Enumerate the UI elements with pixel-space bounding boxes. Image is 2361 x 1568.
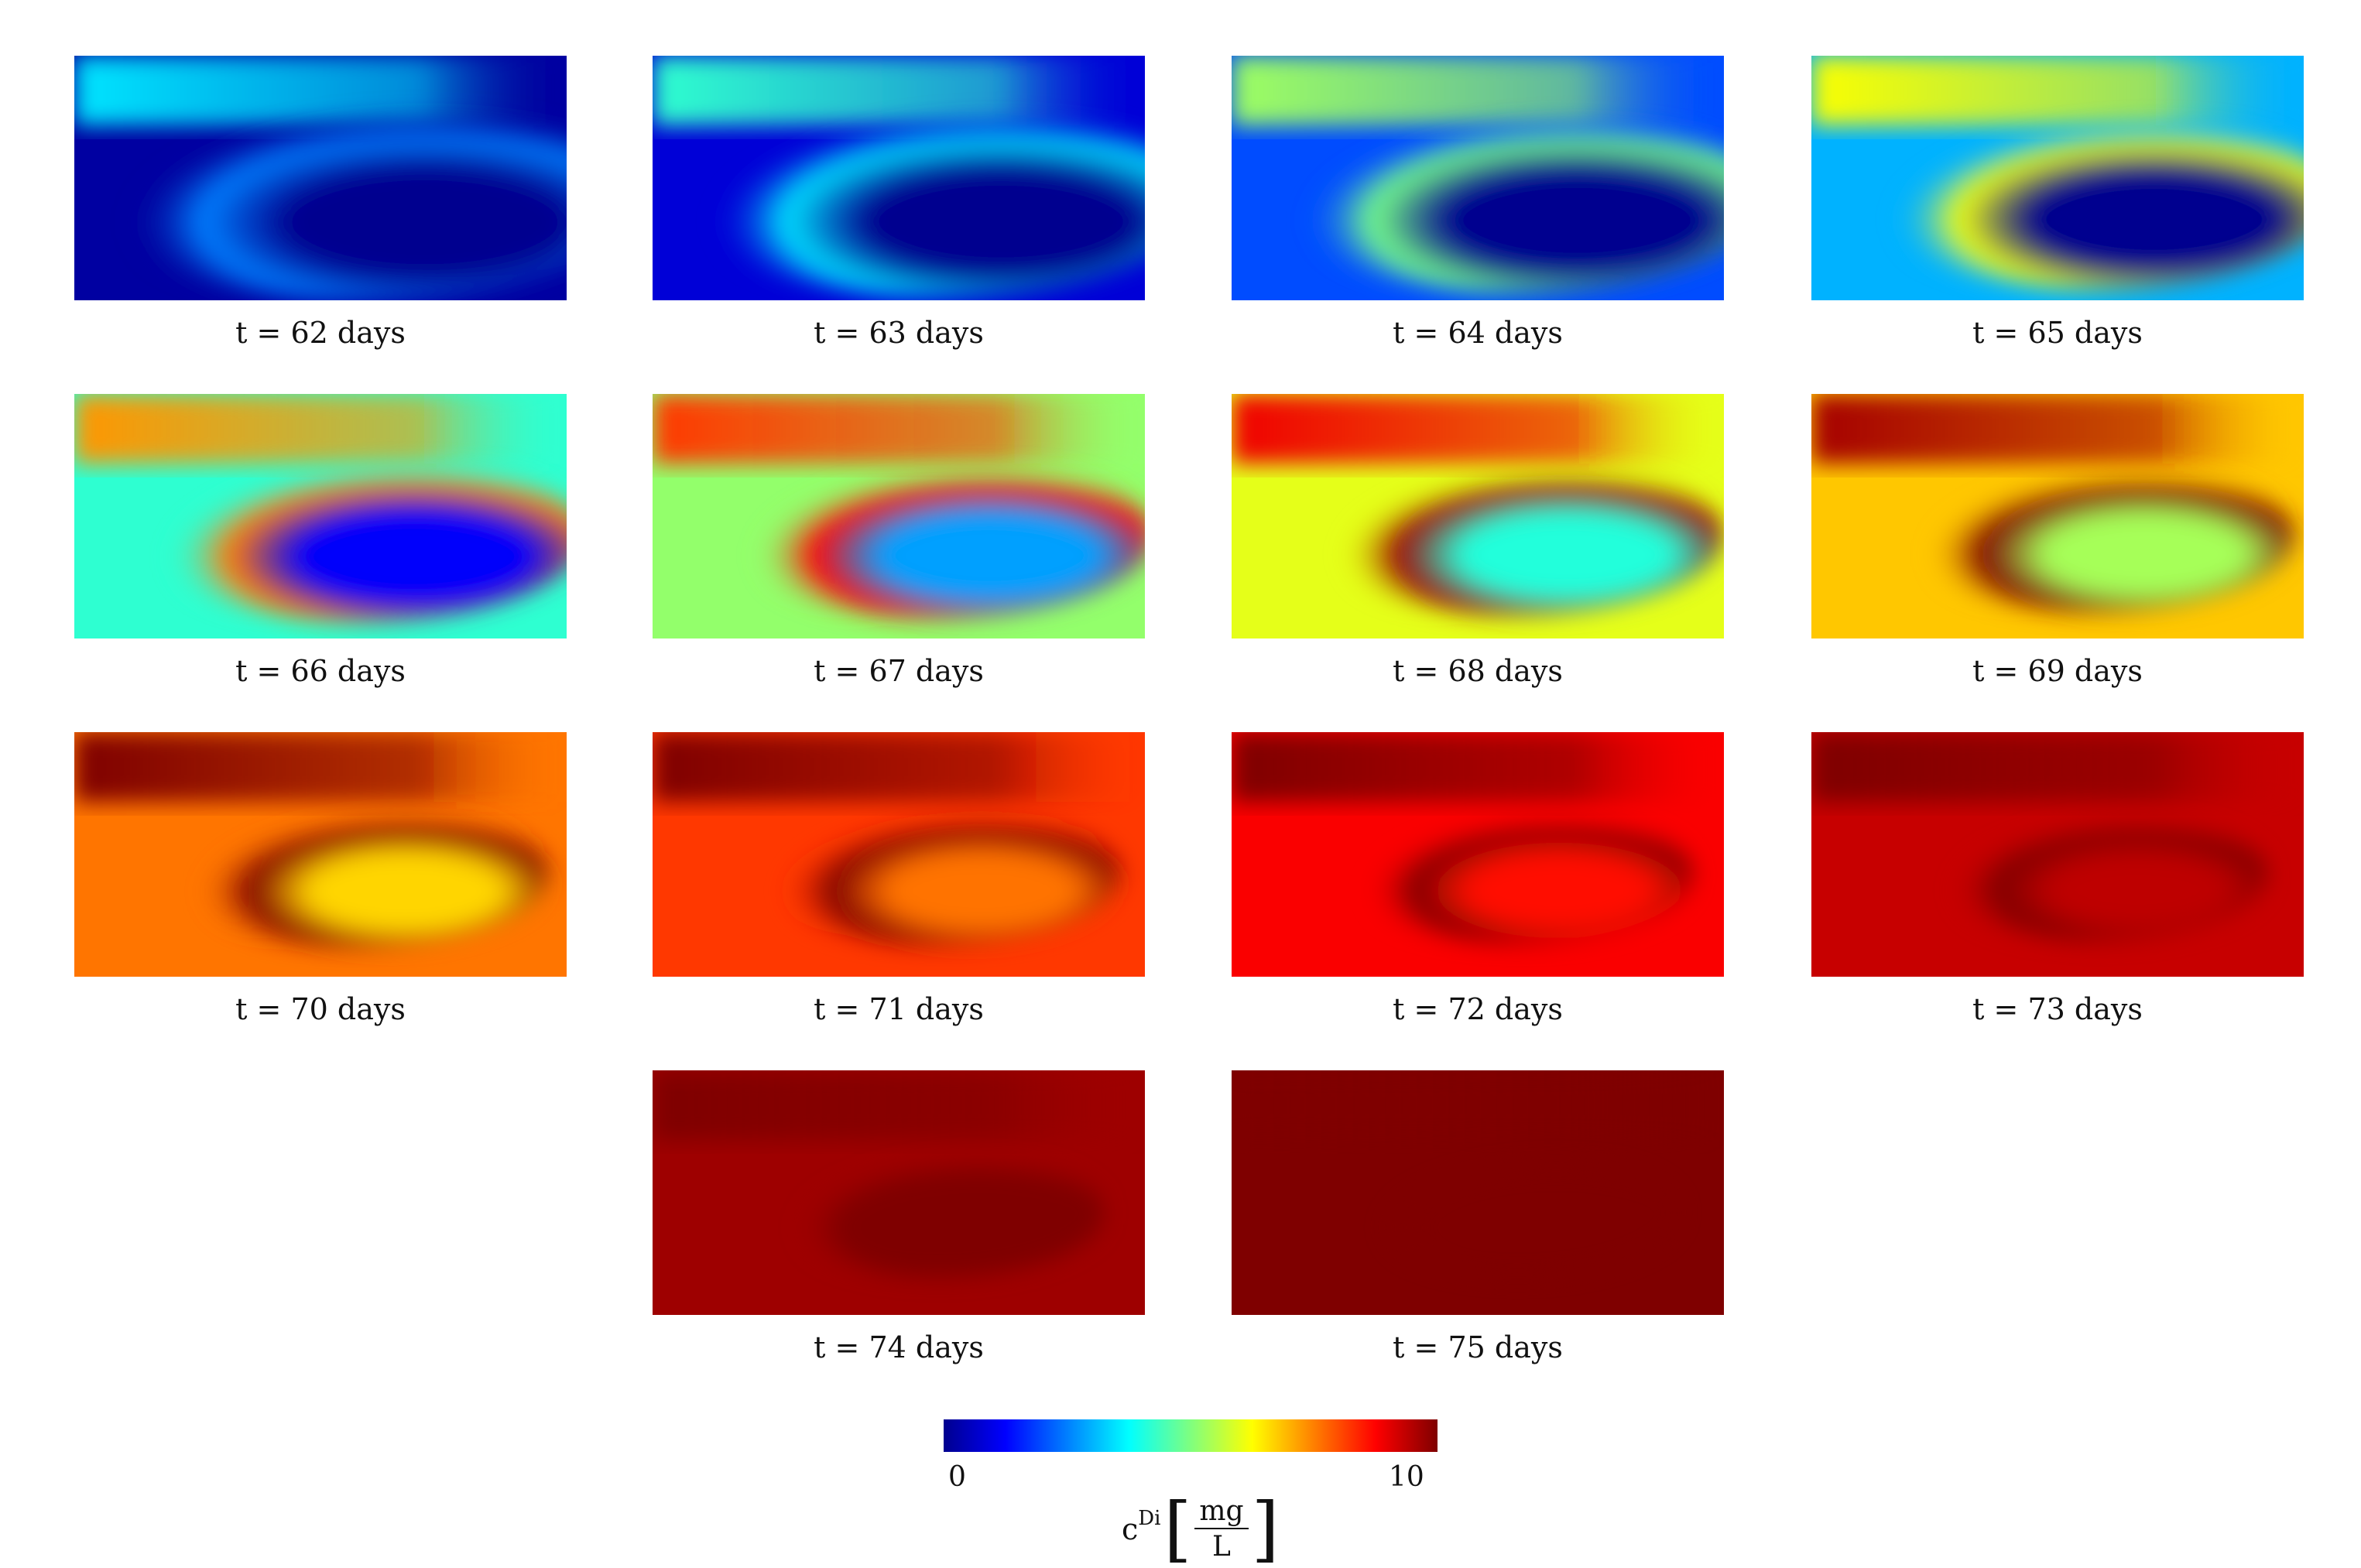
time-caption: t = 75 days bbox=[1393, 1330, 1563, 1364]
colorbar: 0 10 c Di [ mg L ] bbox=[944, 1419, 1439, 1566]
time-caption: t = 62 days bbox=[235, 316, 406, 350]
inflow-band bbox=[1232, 1070, 1724, 1140]
snapshot-panel: t = 67 days bbox=[653, 394, 1145, 688]
inflow-band bbox=[1811, 394, 2304, 464]
low-concentration-core bbox=[1268, 102, 1724, 293]
snapshot-panel: t = 62 days bbox=[74, 56, 567, 350]
snapshot-panel: t = 71 days bbox=[653, 732, 1145, 1026]
low-concentration-core bbox=[1342, 806, 1693, 943]
snapshot-panel: t = 65 days bbox=[1811, 56, 2304, 350]
colorbar-max-label: 10 bbox=[1389, 1461, 1424, 1493]
concentration-field bbox=[1232, 56, 1724, 300]
low-concentration-core bbox=[134, 449, 567, 622]
concentration-field bbox=[74, 732, 567, 977]
concentration-field bbox=[1811, 56, 2304, 300]
concentration-field bbox=[1811, 394, 2304, 638]
low-concentration-core bbox=[1355, 1149, 1680, 1276]
colorbar-gradient bbox=[944, 1419, 1438, 1452]
time-caption: t = 66 days bbox=[235, 654, 406, 688]
concentration-field bbox=[653, 56, 1145, 300]
snapshot-panel: t = 63 days bbox=[653, 56, 1145, 350]
snapshot-panel: t = 66 days bbox=[74, 394, 567, 688]
time-caption: t = 74 days bbox=[814, 1330, 984, 1364]
time-caption: t = 72 days bbox=[1393, 992, 1563, 1026]
colorbar-unit: mg L bbox=[1194, 1497, 1249, 1563]
time-caption: t = 64 days bbox=[1393, 316, 1563, 350]
snapshot-panel: t = 74 days bbox=[653, 1070, 1145, 1364]
concentration-field bbox=[653, 732, 1145, 977]
time-caption: t = 68 days bbox=[1393, 654, 1563, 688]
snapshot-panel: t = 75 days bbox=[1232, 1070, 1724, 1364]
inflow-band bbox=[1232, 394, 1724, 464]
low-concentration-core bbox=[1311, 456, 1723, 615]
snapshot-panel: t = 73 days bbox=[1811, 732, 2304, 1026]
time-caption: t = 65 days bbox=[1972, 316, 2143, 350]
low-concentration-core bbox=[676, 98, 1145, 297]
concentration-field bbox=[74, 394, 567, 638]
time-caption: t = 71 days bbox=[814, 992, 984, 1026]
concentration-field bbox=[1232, 1070, 1724, 1315]
inflow-band bbox=[653, 732, 1145, 802]
inflow-band bbox=[1232, 732, 1724, 802]
colorbar-min-label: 0 bbox=[948, 1461, 966, 1493]
unit-denominator: L bbox=[1212, 1531, 1231, 1563]
unit-numerator: mg bbox=[1194, 1497, 1249, 1529]
low-concentration-core bbox=[1900, 459, 2294, 612]
snapshot-panel: t = 72 days bbox=[1232, 732, 1724, 1026]
colorbar-symbol: c bbox=[1122, 1512, 1139, 1546]
snapshot-panel: t = 69 days bbox=[1811, 394, 2304, 688]
concentration-field bbox=[1811, 732, 2304, 977]
colorbar-superscript: Di bbox=[1138, 1507, 1161, 1530]
low-concentration-core bbox=[772, 1147, 1104, 1277]
time-caption: t = 67 days bbox=[814, 654, 984, 688]
low-concentration-core bbox=[756, 803, 1120, 945]
inflow-band bbox=[74, 732, 567, 802]
low-concentration-core bbox=[171, 800, 549, 947]
low-concentration-core bbox=[723, 453, 1145, 618]
low-concentration-core bbox=[1927, 807, 2267, 940]
snapshot-panel: t = 70 days bbox=[74, 732, 567, 1026]
inflow-band bbox=[1811, 732, 2304, 802]
time-caption: t = 63 days bbox=[814, 316, 984, 350]
snapshot-panel: t = 64 days bbox=[1232, 56, 1724, 350]
time-caption: t = 70 days bbox=[235, 992, 406, 1026]
inflow-band bbox=[653, 1070, 1145, 1140]
low-concentration-core bbox=[89, 94, 567, 300]
time-caption: t = 69 days bbox=[1972, 654, 2143, 688]
colorbar-title: c Di [ mg L ] bbox=[1122, 1488, 1280, 1568]
time-caption: t = 73 days bbox=[1972, 992, 2143, 1026]
concentration-field bbox=[653, 1070, 1145, 1315]
concentration-field bbox=[653, 394, 1145, 638]
inflow-band bbox=[653, 394, 1145, 464]
concentration-field bbox=[74, 56, 567, 300]
concentration-field bbox=[1232, 394, 1724, 638]
concentration-field bbox=[1232, 732, 1724, 977]
low-concentration-core bbox=[1859, 106, 2304, 289]
snapshot-panel: t = 68 days bbox=[1232, 394, 1724, 688]
